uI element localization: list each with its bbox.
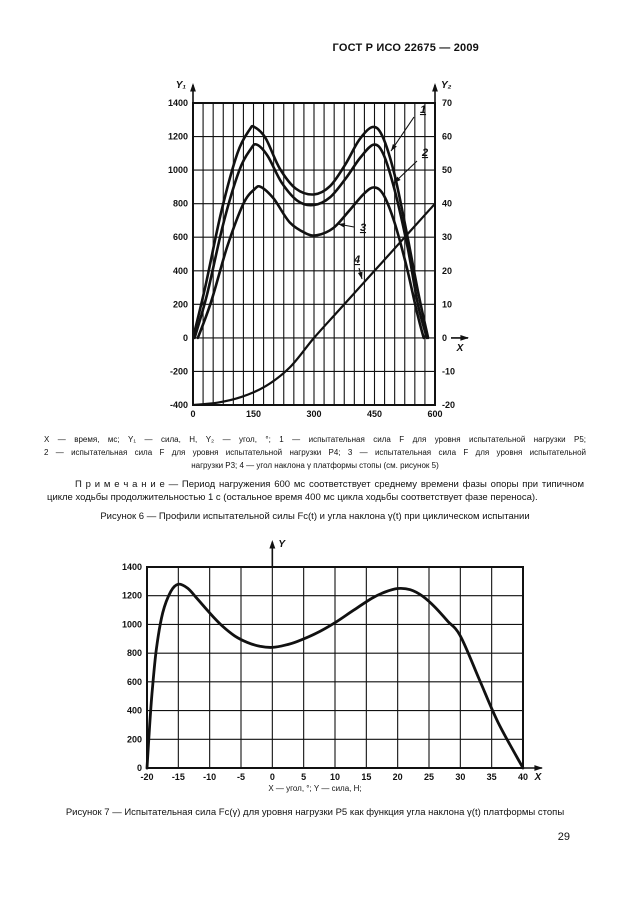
- figure6-series-1: [192, 124, 430, 340]
- curve-label-1: 1: [420, 104, 426, 116]
- svg-text:10: 10: [330, 772, 340, 782]
- svg-text:400: 400: [173, 266, 188, 276]
- figure7-caption: Рисунок 7 — Испытательная сила Fc(γ) для…: [65, 807, 565, 818]
- arrowhead: [391, 144, 397, 151]
- figure6-legend-line-3: нагрузки Р3; 4 — угол наклона γ платформ…: [191, 461, 439, 470]
- svg-text:300: 300: [306, 409, 321, 419]
- axes: Y₁ Y₂ X: [176, 80, 469, 354]
- svg-text:0: 0: [270, 772, 275, 782]
- figure7-axis-note: X — угол, °; Y — сила, Н;: [268, 784, 362, 793]
- svg-text:1400: 1400: [168, 98, 188, 108]
- figure6-chart: 0 150 300 450 6001400120010008006004002000-2…: [168, 80, 469, 419]
- svg-text:800: 800: [127, 648, 142, 658]
- arrowhead: [190, 83, 196, 92]
- plot-border: [146, 566, 524, 769]
- svg-text:-20: -20: [442, 400, 455, 410]
- svg-text:200: 200: [127, 734, 142, 744]
- curve-labels: 1 2 3 4: [337, 104, 428, 280]
- figure7-chart: -20 -15 -10 -5 0 5 10 15 20 25 30 35 40 1400 1200 1000 8…: [122, 539, 543, 783]
- svg-text:600: 600: [173, 232, 188, 242]
- svg-text:15: 15: [361, 772, 371, 782]
- figure6-series-2: [193, 142, 429, 340]
- svg-text:Y₁: Y₁: [176, 80, 187, 91]
- svg-text:1000: 1000: [122, 619, 142, 629]
- svg-text:10: 10: [442, 299, 452, 309]
- grid: [146, 566, 524, 769]
- arrowhead: [357, 271, 363, 279]
- svg-text:450: 450: [367, 409, 382, 419]
- svg-text:-5: -5: [237, 772, 245, 782]
- svg-text:150: 150: [246, 409, 261, 419]
- arrowhead: [534, 765, 543, 771]
- grid: [192, 102, 436, 406]
- svg-text:5: 5: [301, 772, 306, 782]
- arrowhead: [338, 223, 346, 228]
- svg-text:X: X: [456, 343, 465, 354]
- svg-text:1000: 1000: [168, 165, 188, 175]
- svg-text:600: 600: [427, 409, 442, 419]
- curve-label-3: 3: [360, 222, 366, 234]
- figure6-series-3: [196, 184, 425, 340]
- svg-text:0: 0: [190, 409, 195, 419]
- arrowhead: [460, 335, 469, 341]
- svg-text:Y₂: Y₂: [441, 80, 452, 91]
- svg-text:20: 20: [442, 266, 452, 276]
- svg-text:200: 200: [173, 299, 188, 309]
- curve-label-2: 2: [421, 147, 428, 159]
- svg-text:X: X: [534, 772, 543, 783]
- svg-text:70: 70: [442, 98, 452, 108]
- series-group: [192, 124, 436, 406]
- svg-text:30: 30: [455, 772, 465, 782]
- figure6-legend-line-2: 2 — испытательная сила F для уровня испы…: [44, 448, 586, 457]
- svg-text:40: 40: [518, 772, 528, 782]
- svg-text:40: 40: [442, 199, 452, 209]
- axes: YX: [269, 539, 543, 783]
- tick-labels: 0 150 300 450 6001400120010008006004002000-2…: [168, 98, 455, 419]
- svg-text:-20: -20: [140, 772, 153, 782]
- svg-text:30: 30: [442, 232, 452, 242]
- series-group: [145, 582, 525, 770]
- svg-text:-200: -200: [170, 366, 188, 376]
- svg-text:-15: -15: [172, 772, 185, 782]
- svg-text:60: 60: [442, 132, 452, 142]
- svg-text:35: 35: [487, 772, 497, 782]
- tick-labels: -20 -15 -10 -5 0 5 10 15 20 25 30 35 40 1400 1200 1000 8…: [122, 562, 528, 782]
- svg-text:20: 20: [393, 772, 403, 782]
- svg-text:-400: -400: [170, 400, 188, 410]
- svg-text:0: 0: [137, 763, 142, 773]
- figure6-series-4: [192, 202, 436, 406]
- standard-number: ГОСТ Р ИСО 22675 — 2009: [332, 42, 479, 54]
- svg-text:600: 600: [127, 677, 142, 687]
- svg-text:-10: -10: [203, 772, 216, 782]
- arrowhead: [432, 83, 438, 92]
- arrowhead: [269, 540, 276, 549]
- svg-text:50: 50: [442, 165, 452, 175]
- svg-text:Y: Y: [278, 539, 286, 550]
- svg-text:0: 0: [183, 333, 188, 343]
- svg-text:1400: 1400: [122, 562, 142, 572]
- svg-text:1200: 1200: [168, 132, 188, 142]
- page-number: 29: [557, 831, 570, 843]
- figure6-caption: Рисунок 6 — Профили испытательной силы F…: [100, 511, 530, 522]
- plot-border: [192, 102, 436, 406]
- svg-text:400: 400: [127, 706, 142, 716]
- figure6-legend: X — время, мс; Y₁ — сила, Н, Y₂ — угол, …: [44, 433, 586, 472]
- svg-text:25: 25: [424, 772, 434, 782]
- svg-text:0: 0: [442, 333, 447, 343]
- svg-text:800: 800: [173, 199, 188, 209]
- figure6-note: П р и м е ч а н и е — Период нагружения …: [47, 479, 584, 503]
- curve-label-4: 4: [353, 254, 360, 266]
- svg-text:1200: 1200: [122, 591, 142, 601]
- arrowhead: [394, 176, 401, 183]
- figure6-legend-line-1: X — время, мс; Y₁ — сила, Н, Y₂ — угол, …: [44, 435, 586, 444]
- figure7-series: [145, 582, 525, 770]
- svg-text:-10: -10: [442, 366, 455, 376]
